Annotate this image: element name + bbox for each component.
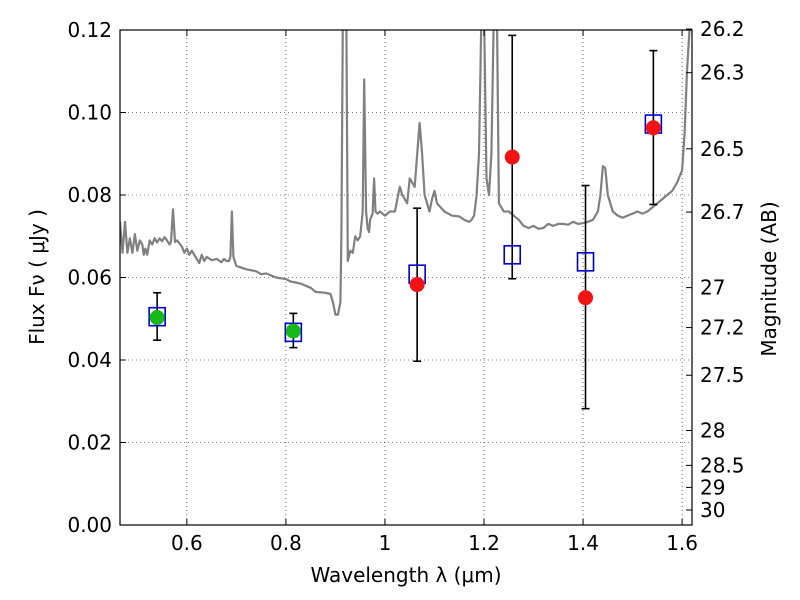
y-tick-label: 0.06 <box>67 266 112 290</box>
x-tick-label: 1.6 <box>666 531 698 555</box>
y-tick-label: 0.12 <box>67 18 112 42</box>
data-point <box>504 149 520 165</box>
spectrum-layer <box>120 30 691 316</box>
magnitude-tick-label: 28 <box>700 418 725 442</box>
magnitude-tick-label: 30 <box>700 498 725 522</box>
x-tick-label: 1.4 <box>567 531 599 555</box>
y-tick-label: 0.04 <box>67 348 112 372</box>
square-marker <box>148 306 166 327</box>
x-tick-label: 0.8 <box>270 531 302 555</box>
data-point <box>149 310 165 326</box>
x-tick-label: 0.6 <box>171 531 203 555</box>
y-tick-label: 0.10 <box>67 101 112 125</box>
magnitude-tick-label: 26.2 <box>700 17 745 41</box>
data-point <box>578 290 594 306</box>
x-axis-ticks: 0.6 0.8 1 1.2 1.4 1.6 <box>171 30 698 555</box>
data-point <box>285 323 301 339</box>
y-tick-label: 0.00 <box>67 513 112 537</box>
square-marker <box>576 252 595 272</box>
magnitude-tick-label: 27.5 <box>700 363 745 387</box>
magnitude-tick-label: 26.3 <box>700 61 745 85</box>
y-axis-ticks: 0.00 0.02 0.04 0.06 0.08 0.10 0.12 <box>67 18 126 537</box>
spectrum-line <box>120 30 691 316</box>
y-tick-label: 0.08 <box>67 183 112 207</box>
magnitude-tick-label: 26.5 <box>700 137 745 161</box>
x-axis-label: Wavelength λ (μm) <box>310 563 501 587</box>
magnitude-tick-label: 27.2 <box>700 316 745 340</box>
x-tick-label: 1 <box>379 531 392 555</box>
magnitude-tick-label: 27 <box>700 276 725 300</box>
magnitude-tick-label: 26.7 <box>700 200 745 224</box>
square-marker <box>284 322 303 343</box>
magnitude-axis-label: Magnitude (AB) <box>757 201 781 356</box>
magnitude-tick-label: 28.5 <box>700 453 745 477</box>
circle-marker-layer <box>149 120 661 339</box>
y-axis-label: Flux Fν ( μJy ) <box>25 209 49 345</box>
magnitude-tick-label: 29 <box>700 475 725 499</box>
data-point <box>645 120 661 136</box>
square-marker <box>503 245 522 265</box>
x-tick-label: 1.2 <box>468 531 500 555</box>
y-tick-label: 0.02 <box>67 431 112 455</box>
data-point <box>409 277 425 293</box>
